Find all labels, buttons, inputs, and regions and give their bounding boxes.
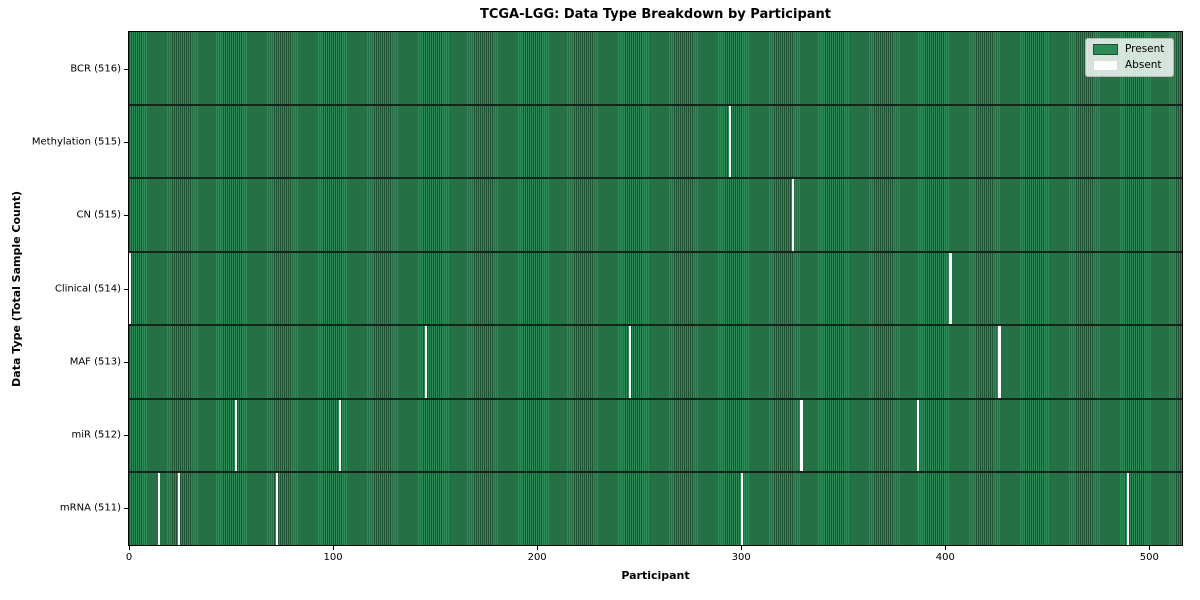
plot-area — [128, 31, 1183, 546]
x-tick-mark — [129, 546, 130, 550]
x-tick-mark — [1149, 546, 1151, 550]
heatmap-row — [129, 324, 1182, 398]
x-tick-label: 500 — [1139, 552, 1159, 563]
y-tick-label: BCR (516) — [70, 63, 121, 75]
heatmap-row — [129, 397, 1182, 472]
absent-gap — [998, 326, 1001, 398]
legend-entry-absent: Absent — [1093, 60, 1164, 71]
y-tick-mark — [124, 141, 128, 143]
absent-gap — [800, 399, 803, 472]
legend-present-swatch — [1093, 44, 1118, 55]
absent-gap — [339, 399, 342, 472]
y-tick-label: miR (512) — [71, 429, 121, 441]
y-tick-mark — [124, 215, 128, 217]
heatmap-row — [129, 177, 1182, 251]
y-axis-label: Data Type (Total Sample Count) — [9, 190, 23, 387]
absent-gap — [129, 252, 132, 325]
y-tick-label: mRNA (511) — [59, 502, 121, 514]
y-tick-mark — [124, 435, 128, 437]
heatmap-row — [129, 103, 1182, 178]
legend-absent-label: Absent — [1125, 59, 1162, 72]
legend-entry-present: Present — [1093, 44, 1164, 55]
absent-gap — [157, 473, 160, 546]
y-tick-label: Clinical (514) — [54, 283, 121, 294]
x-tick-mark — [945, 546, 947, 550]
heatmap-row — [129, 32, 1182, 104]
absent-gap — [235, 399, 238, 472]
absent-gap — [1126, 473, 1130, 546]
heatmap-row — [129, 250, 1182, 325]
y-tick-label: MAF (513) — [69, 356, 121, 368]
absent-gap — [792, 179, 795, 251]
absent-gap — [275, 473, 279, 546]
x-tick-label: 0 — [125, 552, 133, 563]
y-tick-mark — [124, 288, 128, 290]
absent-gap — [949, 252, 952, 325]
absent-gap — [424, 326, 428, 398]
x-tick-mark — [741, 546, 743, 550]
y-tick-label: CN (515) — [76, 209, 121, 221]
x-tick-label: 400 — [935, 552, 955, 563]
absent-gap — [741, 473, 744, 546]
absent-gap — [728, 105, 732, 178]
x-axis-label: Participant — [621, 569, 690, 582]
legend-present-label: Present — [1125, 43, 1165, 56]
x-tick-label: 200 — [527, 552, 547, 563]
x-tick-mark — [333, 546, 335, 550]
x-tick-label: 100 — [323, 552, 343, 563]
y-tick-mark — [124, 361, 128, 363]
absent-gap — [177, 473, 181, 546]
absent-gap — [916, 399, 919, 472]
legend-absent-swatch — [1093, 60, 1118, 71]
legend: Present Absent — [1085, 38, 1175, 77]
y-axis-label-wrap: Data Type (Total Sample Count) — [2, 31, 30, 546]
x-tick-mark — [537, 546, 539, 550]
chart-title: TCGA-LGG: Data Type Breakdown by Partici… — [479, 7, 832, 22]
heatmap-row — [129, 471, 1182, 546]
absent-gap — [628, 326, 632, 398]
x-tick-label: 300 — [731, 552, 751, 563]
y-tick-mark — [124, 508, 128, 510]
y-tick-label: Methylation (515) — [31, 136, 121, 148]
y-tick-mark — [124, 68, 128, 70]
